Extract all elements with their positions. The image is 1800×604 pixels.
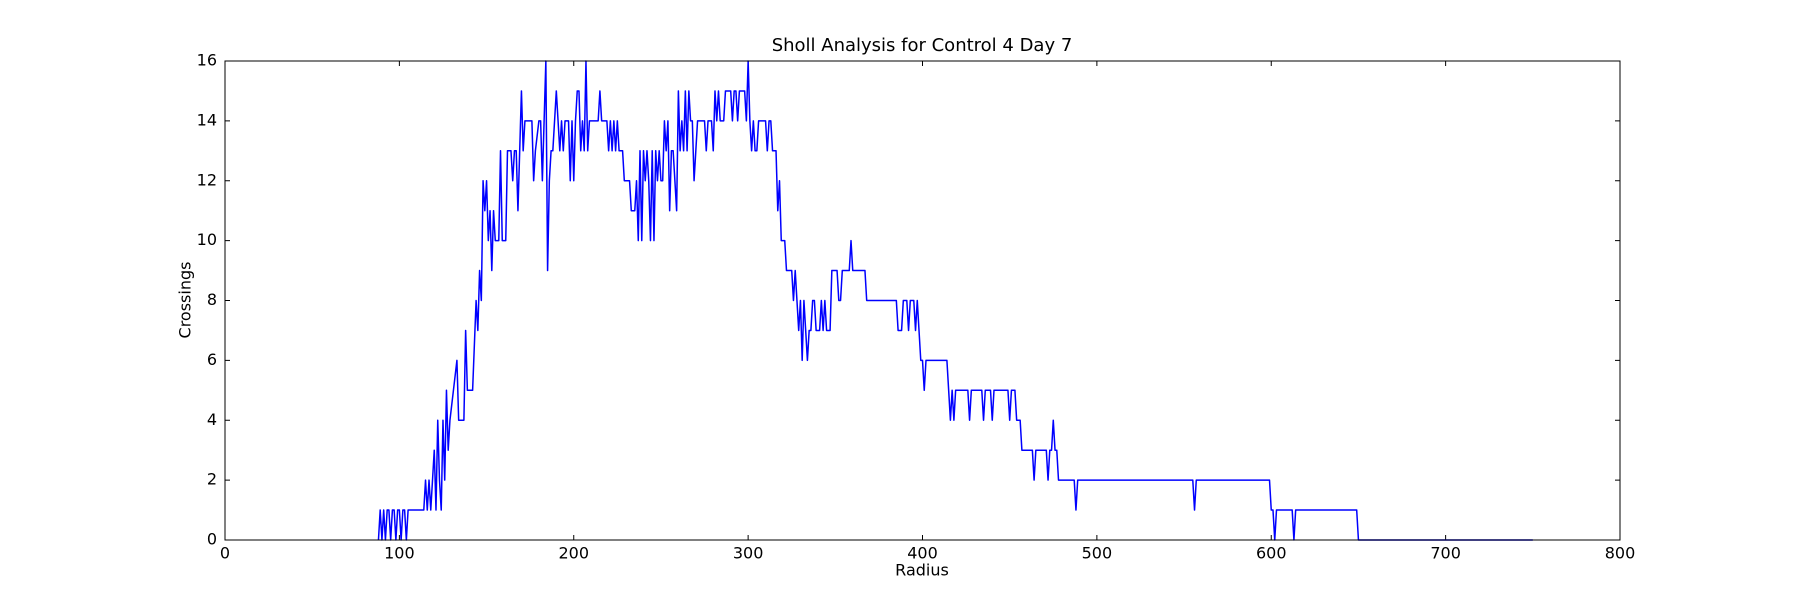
x-tick-label: 100	[384, 544, 415, 563]
y-tick-label: 12	[197, 170, 217, 189]
y-tick-label: 0	[207, 530, 217, 549]
x-tick-label: 300	[733, 544, 764, 563]
y-tick-label: 6	[207, 350, 217, 369]
y-tick-label: 14	[197, 110, 217, 129]
x-tick-label: 400	[907, 544, 938, 563]
x-tick-label: 200	[558, 544, 589, 563]
x-axis-label: Radius	[895, 561, 949, 580]
y-tick-label: 10	[197, 230, 217, 249]
x-tick-label: 0	[220, 544, 230, 563]
plot-frame	[224, 60, 1621, 541]
data-line	[377, 60, 1533, 541]
y-tick-label: 16	[197, 51, 217, 70]
x-tick-label: 500	[1082, 544, 1113, 563]
x-tick-label: 600	[1256, 544, 1287, 563]
x-tick-label: 800	[1605, 544, 1636, 563]
chart-title: Sholl Analysis for Control 4 Day 7	[772, 35, 1073, 56]
y-tick-label: 4	[207, 410, 217, 429]
y-tick-label: 2	[207, 470, 217, 489]
y-axis-label: Crossings	[176, 262, 195, 339]
y-tick-label: 8	[207, 290, 217, 309]
x-tick-label: 700	[1430, 544, 1461, 563]
